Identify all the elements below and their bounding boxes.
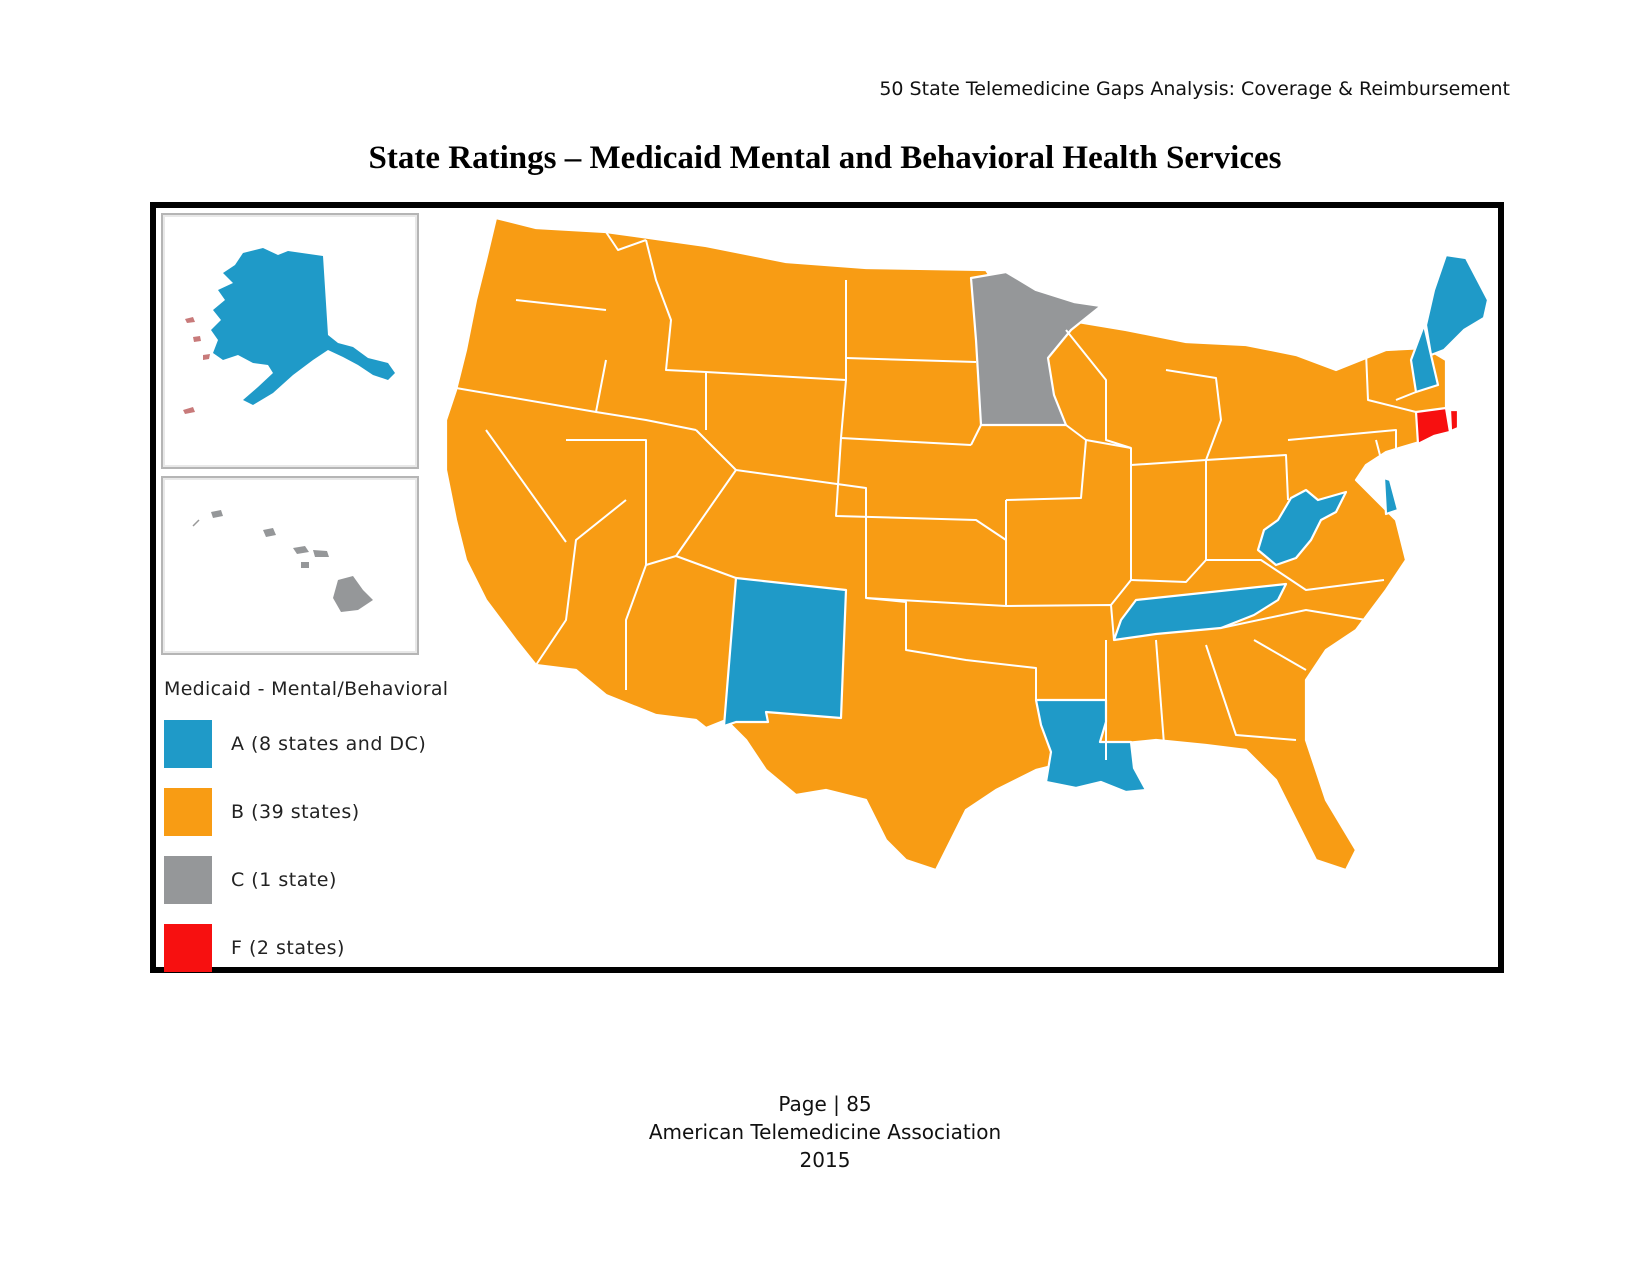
us-map: [444, 216, 1490, 872]
legend-swatch-f: [164, 924, 212, 972]
footer-organization: American Telemedicine Association: [648, 1120, 1002, 1144]
state-connecticut: [1414, 406, 1452, 446]
legend-label-c: C (1 state): [231, 869, 337, 891]
state-new-mexico: [722, 576, 848, 728]
state-west-virginia: [1256, 488, 1348, 567]
state-rhode-island: [1448, 408, 1460, 433]
state-maine: [1424, 253, 1490, 357]
legend-swatch-a: [164, 720, 212, 768]
page-number: Page | 85: [778, 1092, 872, 1116]
legend-label-a: A (8 states and DC): [231, 733, 427, 755]
state-delaware: [1382, 476, 1400, 516]
state-new-hampshire: [1409, 323, 1440, 394]
state-alaska: [211, 248, 395, 405]
legend-swatch-c: [164, 856, 212, 904]
map-frame: Medicaid - Mental/Behavioral A (8 states…: [150, 202, 1504, 973]
footer-year: 2015: [799, 1148, 851, 1172]
hawaii-inset: [161, 476, 419, 655]
alaska-inset: [161, 213, 419, 469]
page-title: State Ratings – Medicaid Mental and Beha…: [368, 140, 1282, 176]
legend-label-b: B (39 states): [231, 801, 360, 823]
grade-b-region: [444, 216, 1448, 872]
legend-label-f: F (2 states): [231, 937, 345, 959]
state-hawaii: [211, 510, 373, 612]
running-header: 50 State Telemedicine Gaps Analysis: Cov…: [879, 78, 1510, 100]
legend-title: Medicaid - Mental/Behavioral: [164, 678, 449, 700]
state-minnesota: [969, 270, 1103, 427]
legend-swatch-b: [164, 788, 212, 836]
footer: Page | 85 American Telemedicine Associat…: [0, 1090, 1650, 1174]
